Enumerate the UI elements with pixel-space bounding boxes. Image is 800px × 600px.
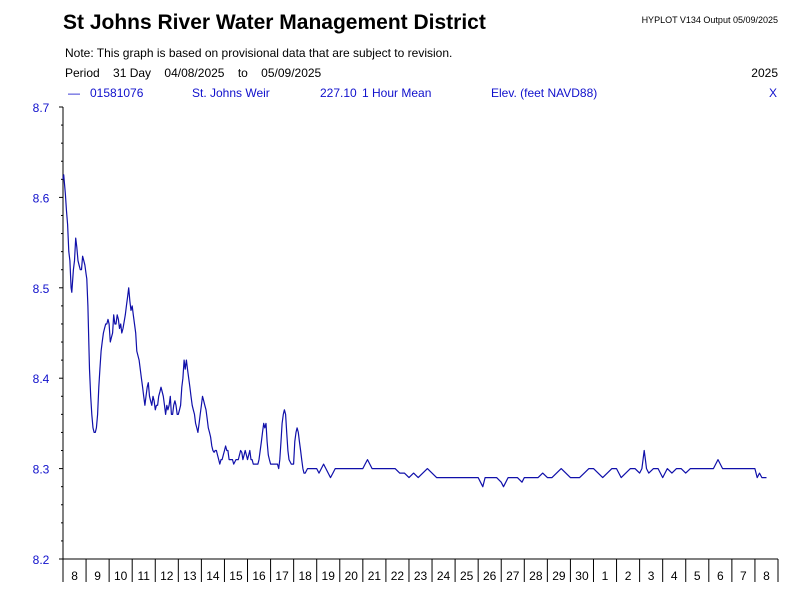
legend-mark: X <box>769 86 778 100</box>
x-tick-label: 4 <box>671 569 678 583</box>
x-tick-label: 24 <box>437 569 451 583</box>
software-version-label: HYPLOT V134 Output 05/09/2025 <box>641 15 778 25</box>
x-tick-label: 13 <box>183 569 197 583</box>
x-tick-label: 22 <box>391 569 405 583</box>
legend-site-name: St. Johns Weir <box>192 86 270 100</box>
axes <box>62 107 778 582</box>
x-tick-label: 3 <box>648 569 655 583</box>
series-line-elevation <box>62 174 767 488</box>
x-tick-label: 1 <box>602 569 609 583</box>
x-tick-label: 15 <box>229 569 243 583</box>
x-tick-label: 27 <box>506 569 520 583</box>
x-tick-label: 26 <box>483 569 497 583</box>
x-tick-label: 16 <box>252 569 266 583</box>
x-tick-label: 30 <box>575 569 589 583</box>
x-tick-label: 6 <box>717 569 724 583</box>
y-tick-label: 8.4 <box>33 372 50 386</box>
legend: — 01581076 St. Johns Weir 227.10 1 Hour … <box>0 86 800 102</box>
legend-code: 227.10 <box>320 86 357 100</box>
chart-title: St Johns River Water Management District <box>63 11 486 34</box>
x-tick-label: 11 <box>137 569 150 583</box>
x-tick-label: 21 <box>368 569 382 583</box>
legend-site-id: 01581076 <box>90 86 144 100</box>
x-tick-label: 25 <box>460 569 474 583</box>
x-tick-label: 2 <box>625 569 632 583</box>
x-tick-label: 23 <box>414 569 428 583</box>
x-tick-label: 12 <box>160 569 174 583</box>
legend-parameter: Elev. (feet NAVD88) <box>491 86 598 100</box>
period-end-date: 05/09/2025 <box>261 66 322 80</box>
y-tick-label: 8.6 <box>33 191 50 205</box>
year-label: 2025 <box>751 66 778 80</box>
x-tick-label: 9 <box>94 569 101 583</box>
x-tick-label: 5 <box>694 569 701 583</box>
period-length: 31 Day <box>113 66 152 80</box>
x-tick-label: 10 <box>114 569 128 583</box>
period-row: Period 31 Day 04/08/2025 to 05/09/2025 <box>65 66 331 80</box>
x-tick-label: 19 <box>322 569 336 583</box>
x-tick-label: 14 <box>206 569 220 583</box>
period-start-date: 04/08/2025 <box>164 66 225 80</box>
x-tick-label: 17 <box>275 569 289 583</box>
y-tick-label: 8.3 <box>33 463 50 477</box>
x-tick-label: 8 <box>71 569 78 583</box>
period-label: Period <box>65 66 100 80</box>
x-tick-label: 20 <box>345 569 359 583</box>
x-tick-label: 7 <box>740 569 747 583</box>
series-group <box>62 174 767 488</box>
x-ticks: 8 9 10 11 12 13 14 15 16 17 18 19 20 21 22 23 24 25 26 27 28… <box>62 559 779 583</box>
x-tick-label: 28 <box>529 569 543 583</box>
x-tick-label: 29 <box>552 569 566 583</box>
provisional-data-note: Note: This graph is based on provisional… <box>65 46 453 60</box>
y-tick-label: 8.5 <box>33 282 50 296</box>
y-ticks: 8.2 8.3 8.4 8.5 8.6 8.7 <box>33 101 63 567</box>
y-tick-label: 8.2 <box>33 553 50 567</box>
legend-statistic: 1 Hour Mean <box>362 86 432 100</box>
x-tick-label: 18 <box>298 569 312 583</box>
y-tick-label: 8.7 <box>33 101 50 115</box>
x-tick-label: 8 <box>763 569 770 583</box>
period-to-label: to <box>237 66 248 80</box>
legend-line-symbol: — <box>68 86 80 100</box>
